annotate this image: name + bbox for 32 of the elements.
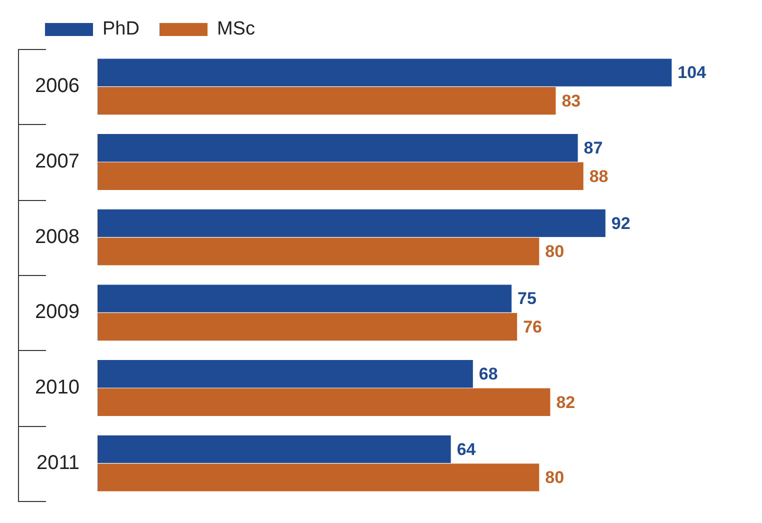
bar bbox=[97, 284, 512, 312]
data-label: 75 bbox=[518, 289, 536, 308]
y-tick-label: 2006 bbox=[34, 75, 80, 98]
bar bbox=[97, 312, 518, 341]
data-label: 82 bbox=[556, 392, 576, 412]
data-label: 87 bbox=[584, 138, 603, 158]
y-tick-label: 2011 bbox=[36, 452, 80, 474]
data-label: 88 bbox=[589, 166, 608, 186]
bar bbox=[97, 360, 473, 388]
data-label: 80 bbox=[545, 242, 564, 262]
y-tick-label: 2009 bbox=[34, 301, 80, 324]
data-label: 104 bbox=[678, 63, 707, 82]
bar bbox=[97, 86, 556, 115]
y-tick-label: 2007 bbox=[34, 150, 80, 173]
data-label: 76 bbox=[523, 317, 542, 336]
bar bbox=[97, 238, 540, 266]
bar bbox=[97, 435, 451, 464]
y-tick-label: 2008 bbox=[34, 226, 80, 248]
bar bbox=[97, 388, 550, 416]
legend-label: MSc bbox=[216, 18, 255, 40]
y-tick-label: 2010 bbox=[34, 376, 80, 399]
bar bbox=[97, 134, 578, 162]
legend-label: PhD bbox=[102, 18, 140, 40]
data-label: 80 bbox=[545, 468, 564, 488]
bar bbox=[97, 162, 584, 190]
data-label: 83 bbox=[562, 91, 581, 110]
bar bbox=[97, 464, 540, 492]
data-label: 92 bbox=[611, 214, 630, 233]
data-label: 64 bbox=[456, 440, 476, 459]
data-label: 68 bbox=[478, 364, 498, 384]
bar bbox=[97, 209, 606, 238]
bar bbox=[97, 58, 672, 86]
